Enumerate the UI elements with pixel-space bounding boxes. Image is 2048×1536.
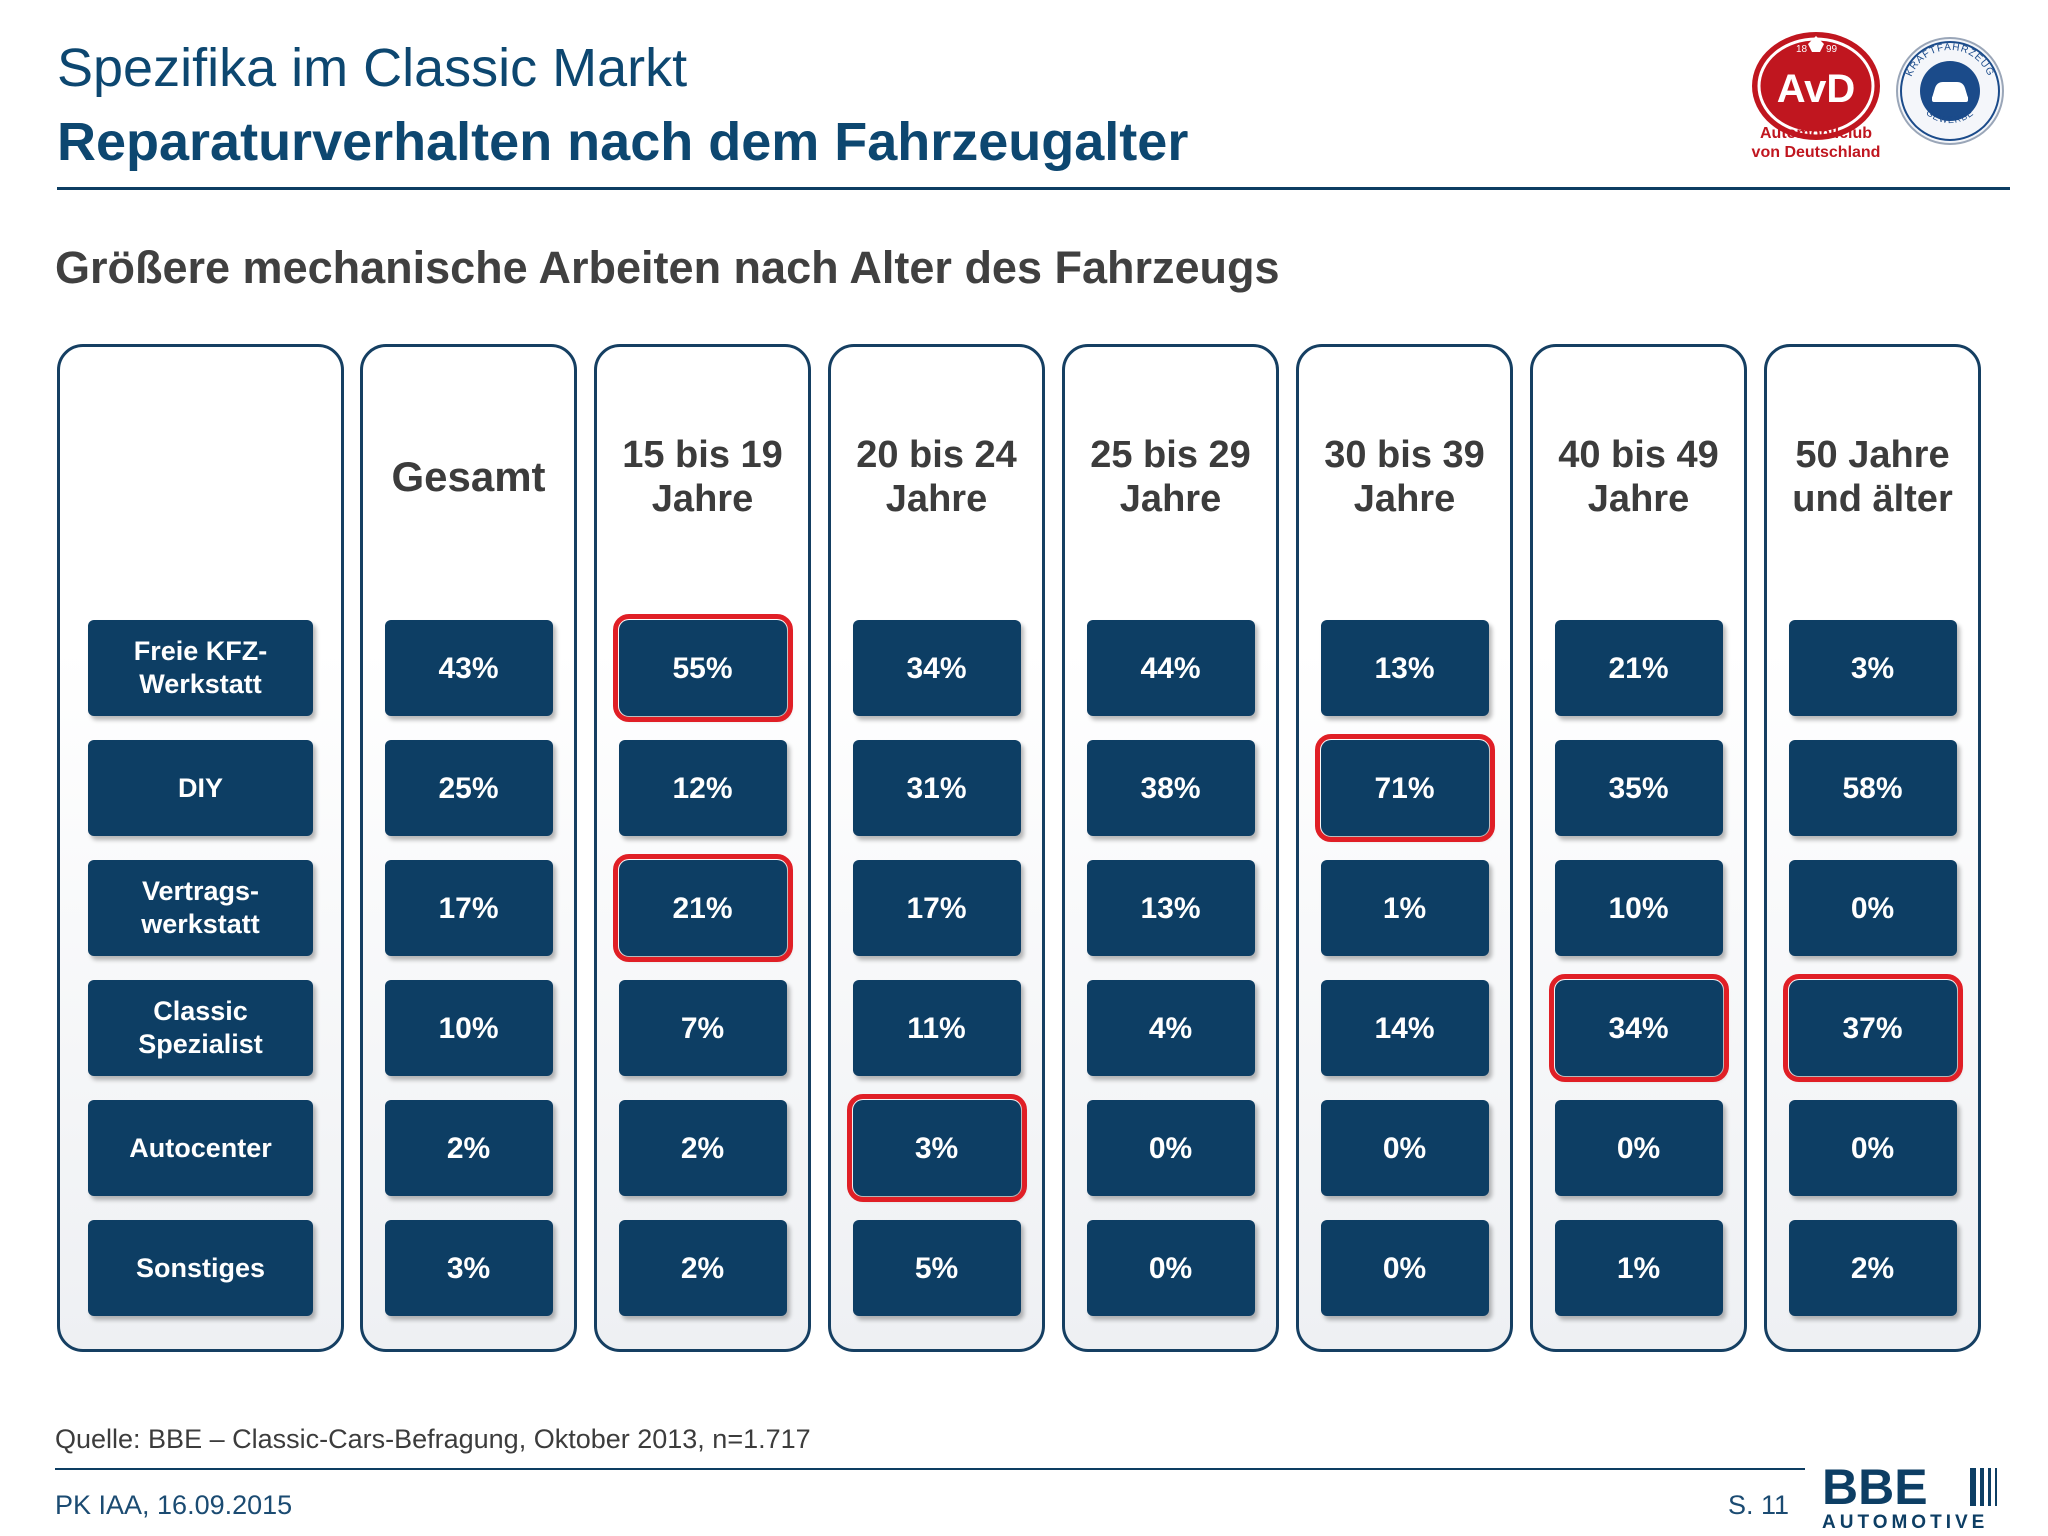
page-subtitle: Reparaturverhalten nach dem Fahrzeugalte… [57,112,1189,172]
page-number: S. 11 [1728,1490,1790,1520]
value-cell: 5% [852,1220,1021,1316]
value-cell: 2% [384,1100,553,1196]
row-label: Classic Spezialist [88,980,313,1076]
value-cell: 7% [618,980,787,1076]
value-cell-highlighted: 34% [1548,974,1729,1082]
value-cell: 1% [1320,860,1489,956]
value-cell: 0% [1086,1100,1255,1196]
row-label: DIY [88,740,313,836]
value-cell: 12% [618,740,787,836]
value-cell: 13% [1086,860,1255,956]
bbe-logo-text: BBE [1822,1460,1928,1515]
column-header: 25 bis 29 Jahre [1090,434,1251,520]
avd-year-right: 99 [1826,44,1838,55]
kfz-gewerbe-emblem-icon: KRAFTFAHRZEUG GEWERBE [1896,37,2004,145]
value-cell: 3% [1788,620,1957,716]
column-header: 50 Jahre und älter [1792,434,1953,520]
avd-emblem-icon: 18 99 AvD [1752,32,1880,140]
row-label: Autocenter [88,1100,313,1196]
value-cell-highlighted: 3% [846,1094,1027,1202]
value-cell: 44% [1086,620,1255,716]
value-cell-highlighted: 37% [1782,974,1963,1082]
bbe-automotive-logo-icon: BBE AUTOMOTIVE [1822,1460,1997,1532]
value-cell: 43% [384,620,553,716]
value-cell-highlighted: 21% [612,854,793,962]
chart-title: Größere mechanische Arbeiten nach Alter … [55,242,1280,293]
column-header: 40 bis 49 Jahre [1558,434,1719,520]
column-panel: 25 bis 29 Jahre [1062,344,1279,1352]
column-header: Gesamt [391,453,546,500]
value-cell: 31% [852,740,1021,836]
avd-caption-line2: von Deutschland [1751,144,1881,161]
value-cell: 25% [384,740,553,836]
value-cell: 0% [1554,1100,1723,1196]
column-header: 15 bis 19 Jahre [622,434,783,520]
column-panel: 50 Jahre und älter [1764,344,1981,1352]
value-cell: 17% [384,860,553,956]
value-cell: 0% [1320,1220,1489,1316]
row-labels-panel [57,344,344,1352]
value-cell: 34% [852,620,1021,716]
value-cell: 10% [1554,860,1723,956]
column-panel: 30 bis 39 Jahre [1296,344,1513,1352]
value-cell: 3% [384,1220,553,1316]
column-header: 20 bis 24 Jahre [856,434,1017,520]
row-label: Freie KFZ- Werkstatt [88,620,313,716]
value-cell: 4% [1086,980,1255,1076]
value-cell: 0% [1788,860,1957,956]
value-cell: 0% [1320,1100,1489,1196]
bbe-logo-subtext: AUTOMOTIVE [1822,1512,1988,1532]
column-panel: 40 bis 49 Jahre [1530,344,1747,1352]
value-cell: 58% [1788,740,1957,836]
row-label: Sonstiges [88,1220,313,1316]
value-cell-highlighted: 71% [1314,734,1495,842]
column-panel: 15 bis 19 Jahre [594,344,811,1352]
row-label: Vertrags- werkstatt [88,860,313,956]
value-cell: 21% [1554,620,1723,716]
footer-divider [55,1468,1805,1470]
value-cell: 0% [1788,1100,1957,1196]
value-cell: 11% [852,980,1021,1076]
column-panel: Gesamt [360,344,577,1352]
value-cell: 10% [384,980,553,1076]
avd-year-left: 18 [1796,44,1808,55]
value-cell: 35% [1554,740,1723,836]
source-note: Quelle: BBE – Classic-Cars-Befragung, Ok… [55,1424,811,1454]
value-cell: 13% [1320,620,1489,716]
avd-caption: Automobilclub von Deutschland [1732,124,1900,162]
value-cell: 17% [852,860,1021,956]
value-cell: 38% [1086,740,1255,836]
value-cell: 2% [1788,1220,1957,1316]
column-header: 30 bis 39 Jahre [1324,434,1485,520]
value-cell: 14% [1320,980,1489,1076]
avd-logo-text: AvD [1777,67,1856,111]
value-cell: 2% [618,1100,787,1196]
value-cell: 2% [618,1220,787,1316]
column-panel: 20 bis 24 Jahre [828,344,1045,1352]
page-title: Spezifika im Classic Markt [57,38,688,98]
value-cell: 1% [1554,1220,1723,1316]
avd-caption-line1: Automobilclub [1760,125,1872,142]
value-cell: 0% [1086,1220,1255,1316]
footer-event: PK IAA, 16.09.2015 [55,1490,293,1520]
value-cell-highlighted: 55% [612,614,793,722]
header-divider [57,187,2010,190]
